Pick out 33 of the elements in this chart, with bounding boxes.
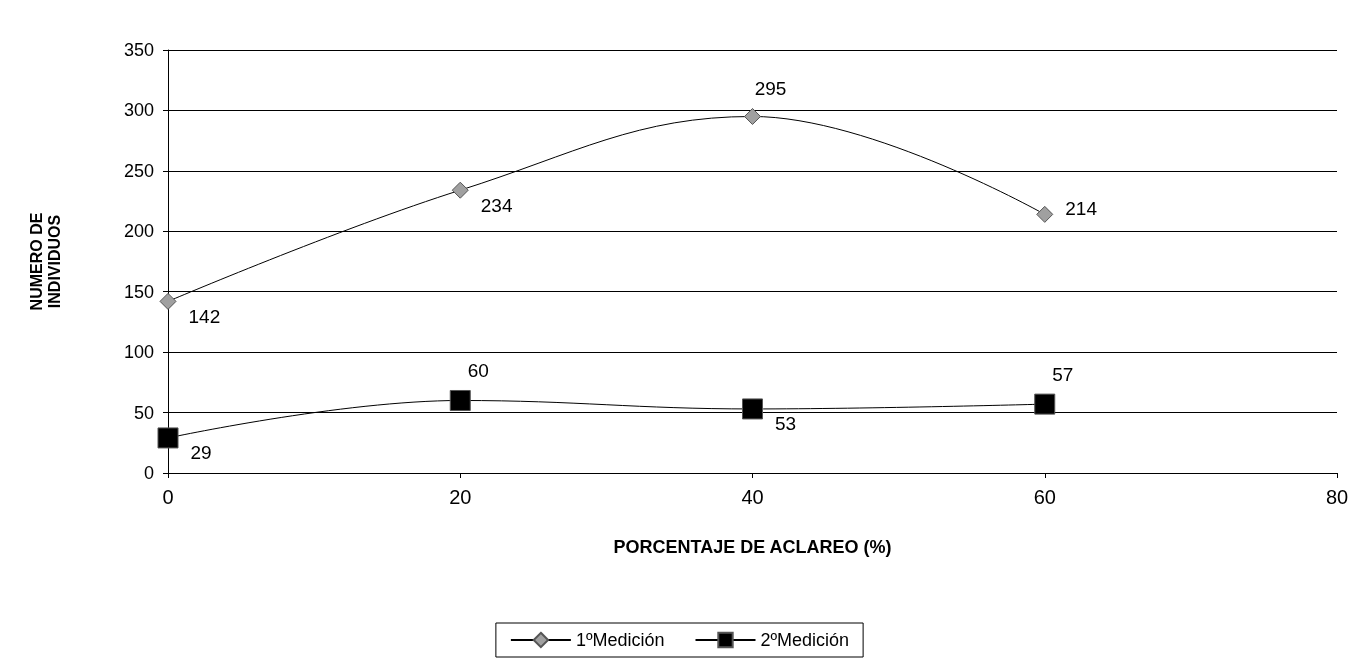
point — [742, 398, 763, 420]
data-label: 234 — [480, 194, 513, 216]
y-tick-label: 150 — [123, 281, 154, 302]
data-label: 142 — [188, 305, 221, 327]
point — [449, 389, 471, 411]
point — [744, 107, 761, 125]
y-tick-label: 350 — [123, 40, 154, 60]
data-label: 29 — [190, 442, 212, 464]
data-label: 57 — [1052, 363, 1074, 385]
legend-label: 2ºMedición — [760, 630, 850, 650]
point — [1036, 205, 1054, 223]
data-label: 214 — [1065, 197, 1098, 219]
x-axis-title: PORCENTAJE DE ACLAREO (%) — [613, 537, 892, 557]
y-tick-label: 50 — [133, 402, 154, 423]
x-tick-label: 20 — [449, 486, 472, 508]
y-tick-label: 250 — [123, 160, 154, 181]
data-label: 295 — [754, 77, 787, 99]
point — [451, 181, 469, 199]
data-label: 60 — [467, 359, 489, 381]
data-label: 53 — [775, 413, 797, 435]
x-tick-label: 0 — [162, 486, 174, 508]
y-tick-label: 0 — [143, 463, 154, 483]
y-axis-title: NUMERO DE INDIVIDUOS — [27, 212, 63, 311]
y-tick-label: 100 — [123, 342, 154, 363]
point — [157, 427, 179, 449]
point — [1034, 393, 1056, 415]
x-tick-label: 40 — [741, 486, 764, 508]
point — [159, 292, 177, 310]
y-tick-label: 200 — [123, 221, 154, 242]
legend-label: 1ºMedición — [575, 630, 665, 650]
x-tick-label: 80 — [1325, 486, 1349, 508]
y-tick-label: 300 — [123, 100, 154, 121]
x-tick-label: 60 — [1033, 486, 1056, 508]
